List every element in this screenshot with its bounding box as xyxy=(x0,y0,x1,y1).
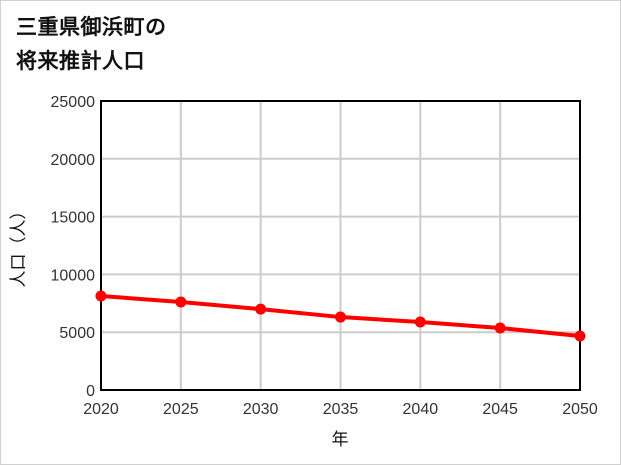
data-series xyxy=(95,290,586,342)
y-tick-label: 15000 xyxy=(51,210,96,227)
x-axis-ticks: 2020 2025 2030 2035 2040 2045 2050 xyxy=(83,401,598,418)
data-point-marker xyxy=(175,296,187,308)
x-axis-label: 年 xyxy=(332,430,349,450)
y-tick-label: 20000 xyxy=(51,152,96,169)
x-tick-label: 2040 xyxy=(403,401,439,418)
y-tick-label: 5000 xyxy=(59,325,95,342)
data-point-marker xyxy=(414,316,426,328)
y-tick-label: 10000 xyxy=(51,267,96,284)
x-tick-label: 2025 xyxy=(163,401,199,418)
data-point-marker xyxy=(255,303,267,315)
x-tick-label: 2035 xyxy=(323,401,359,418)
x-tick-label: 2050 xyxy=(562,401,598,418)
plot-frame xyxy=(100,100,581,391)
data-point-marker xyxy=(95,290,107,302)
chart-title-line1: 三重県御浜町の xyxy=(16,15,167,39)
x-tick-label: 2030 xyxy=(243,401,279,418)
data-point-marker xyxy=(335,311,346,323)
y-axis-label: 人口（人） xyxy=(9,203,29,288)
gridlines xyxy=(101,101,580,390)
chart-title: 三重県御浜町の 将来推計人口 xyxy=(16,10,167,78)
y-axis-ticks: 0 5000 10000 15000 20000 25000 xyxy=(51,94,96,400)
data-point-marker xyxy=(574,330,586,342)
x-tick-label: 2020 xyxy=(83,401,119,418)
y-tick-label: 25000 xyxy=(51,94,96,111)
data-point-marker xyxy=(494,322,506,334)
y-tick-label: 0 xyxy=(86,383,95,400)
chart-title-line2: 将来推計人口 xyxy=(16,49,145,73)
x-tick-label: 2045 xyxy=(482,401,518,418)
